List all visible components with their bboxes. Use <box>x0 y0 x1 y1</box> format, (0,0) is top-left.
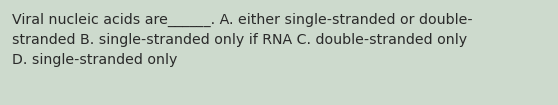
Text: Viral nucleic acids are______. A. either single-stranded or double-
stranded B. : Viral nucleic acids are______. A. either… <box>12 13 473 67</box>
